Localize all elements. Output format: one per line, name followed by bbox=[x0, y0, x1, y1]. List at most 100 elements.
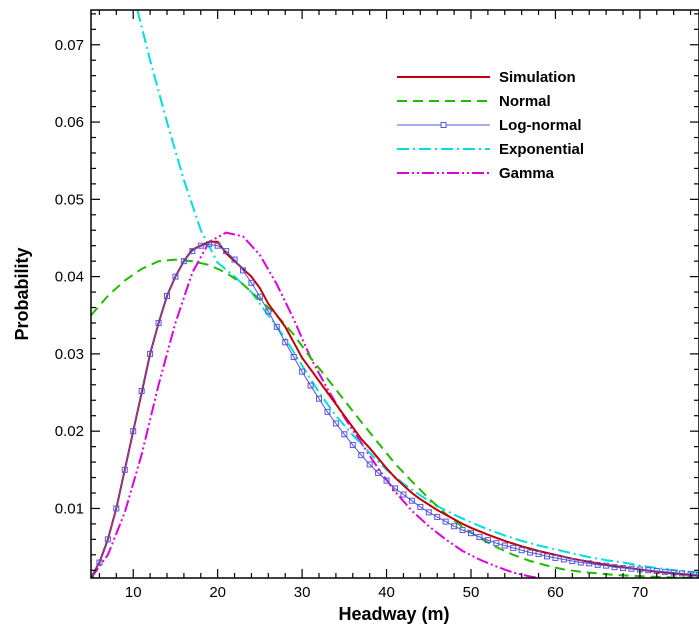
legend-log-normal-label: Log-normal bbox=[499, 117, 582, 134]
series-log-normal-point bbox=[468, 530, 474, 537]
series-log-normal-point bbox=[527, 549, 534, 556]
series-log-normal-point bbox=[611, 564, 618, 571]
series-log-normal-point bbox=[662, 568, 669, 575]
series-log-normal-point bbox=[290, 353, 297, 360]
series-log-normal-point bbox=[130, 428, 137, 435]
y-tick-label: 0.06 bbox=[55, 114, 84, 131]
series-simulation-line bbox=[91, 240, 699, 578]
series-log-normal-point bbox=[459, 527, 466, 534]
series-log-normal-point bbox=[476, 534, 483, 541]
series-log-normal-point bbox=[569, 557, 576, 564]
y-tick-label: 0.05 bbox=[55, 191, 84, 208]
legend-log-normal-marker bbox=[440, 122, 447, 128]
series-log-normal-point bbox=[358, 452, 365, 459]
series-log-normal-point bbox=[392, 485, 398, 492]
series-log-normal-point bbox=[121, 466, 128, 473]
series-log-normal-point bbox=[577, 559, 584, 566]
series-log-normal-point bbox=[603, 562, 610, 569]
ticks-layer bbox=[91, 10, 699, 578]
series-log-normal-point bbox=[189, 248, 196, 255]
series-log-normal-point bbox=[197, 242, 204, 249]
series-log-normal-point bbox=[155, 319, 162, 326]
series-log-normal-point bbox=[332, 420, 339, 427]
series-log-normal-point bbox=[493, 540, 500, 547]
series-log-normal-point bbox=[696, 571, 699, 578]
series-log-normal-point bbox=[240, 267, 246, 274]
x-tick-label: 20 bbox=[209, 584, 226, 601]
x-tick-label: 60 bbox=[547, 584, 564, 601]
x-tick-label: 10 bbox=[125, 584, 142, 601]
series-log-normal-point bbox=[425, 509, 432, 516]
series-log-normal-point bbox=[147, 350, 154, 357]
series-log-normal-point bbox=[96, 559, 103, 566]
series-log-normal-point bbox=[265, 308, 272, 315]
series-log-normal-point bbox=[645, 567, 652, 574]
x-tick-label: 40 bbox=[378, 584, 395, 601]
series-log-normal-point bbox=[552, 554, 559, 561]
series-log-normal-point bbox=[510, 544, 517, 551]
legend-simulation-label: Simulation bbox=[499, 69, 576, 86]
x-tick-label: 50 bbox=[463, 584, 480, 601]
series-log-normal-point bbox=[273, 323, 280, 330]
series-log-normal-point bbox=[180, 258, 187, 265]
series-log-normal-point bbox=[620, 564, 626, 571]
series-normal-line bbox=[91, 258, 699, 578]
series-log-normal-point bbox=[518, 547, 525, 554]
series-gamma-line bbox=[91, 231, 545, 578]
series-log-normal-point bbox=[442, 518, 449, 525]
series-log-normal-point bbox=[484, 537, 491, 544]
series-log-normal-point bbox=[282, 339, 289, 346]
series-log-normal-point bbox=[324, 408, 331, 415]
series-exponential-line bbox=[136, 10, 699, 574]
y-tick-label: 0.07 bbox=[55, 37, 84, 54]
x-axis-title: Headway (m) bbox=[338, 604, 449, 624]
series-log-normal-point bbox=[586, 560, 593, 567]
legend: Simulation Normal Log-normal Exponential Gam… bbox=[397, 69, 584, 182]
series-log-normal-point bbox=[560, 556, 567, 563]
series-log-normal-point bbox=[256, 293, 263, 300]
legend-gamma-label: Gamma bbox=[499, 165, 555, 182]
series-log-normal-point bbox=[172, 273, 179, 280]
y-tick-label: 0.01 bbox=[55, 500, 84, 517]
series-log-normal-point bbox=[535, 551, 542, 558]
series-log-normal-point bbox=[366, 461, 373, 468]
y-tick-label: 0.03 bbox=[55, 346, 84, 363]
series-log-normal-point bbox=[383, 477, 390, 484]
series-log-normal-point bbox=[316, 395, 322, 402]
y-axis-title: Probability bbox=[12, 247, 32, 340]
x-tick-label: 70 bbox=[632, 584, 649, 601]
series-log-normal-point bbox=[231, 256, 238, 263]
x-tick-label: 30 bbox=[294, 584, 311, 601]
series-log-normal-point bbox=[400, 491, 407, 498]
series-log-normal-point bbox=[341, 431, 348, 438]
series-log-normal-point bbox=[307, 382, 314, 389]
series-log-normal-point bbox=[206, 241, 213, 248]
series-log-normal-point bbox=[104, 536, 111, 543]
series-log-normal-line bbox=[91, 243, 699, 578]
series-log-normal-point bbox=[113, 505, 120, 512]
series-log-normal-point bbox=[679, 570, 686, 577]
series-log-normal-point bbox=[138, 387, 145, 394]
tick-labels-layer: 10 20 30 40 50 60 70 0.01 0.02 0.03 0.04 0.05 0.06 0.… bbox=[55, 37, 648, 601]
series-log-normal-point bbox=[214, 242, 221, 249]
series-log-normal-point bbox=[544, 553, 550, 560]
series-log-normal-point bbox=[451, 523, 458, 530]
series-log-normal-point bbox=[417, 503, 424, 510]
series-log-normal-point bbox=[628, 565, 635, 572]
series-log-normal-point bbox=[408, 497, 415, 504]
y-tick-label: 0.04 bbox=[55, 269, 84, 286]
series-log-normal-point bbox=[248, 279, 255, 286]
series-log-normal-point bbox=[501, 542, 508, 549]
series-log-normal-point bbox=[299, 368, 306, 375]
curves-layer bbox=[91, 10, 699, 578]
series-log-normal-point bbox=[349, 442, 356, 449]
series-log-normal-point bbox=[164, 292, 170, 299]
series-log-normal-point bbox=[375, 469, 382, 476]
legend-exponential-label: Exponential bbox=[499, 141, 584, 158]
series-log-normal-point bbox=[594, 561, 601, 568]
series-log-normal-point bbox=[223, 248, 230, 255]
legend-normal-label: Normal bbox=[499, 93, 551, 110]
plot-frame bbox=[90, 9, 699, 579]
y-tick-label: 0.02 bbox=[55, 423, 84, 440]
